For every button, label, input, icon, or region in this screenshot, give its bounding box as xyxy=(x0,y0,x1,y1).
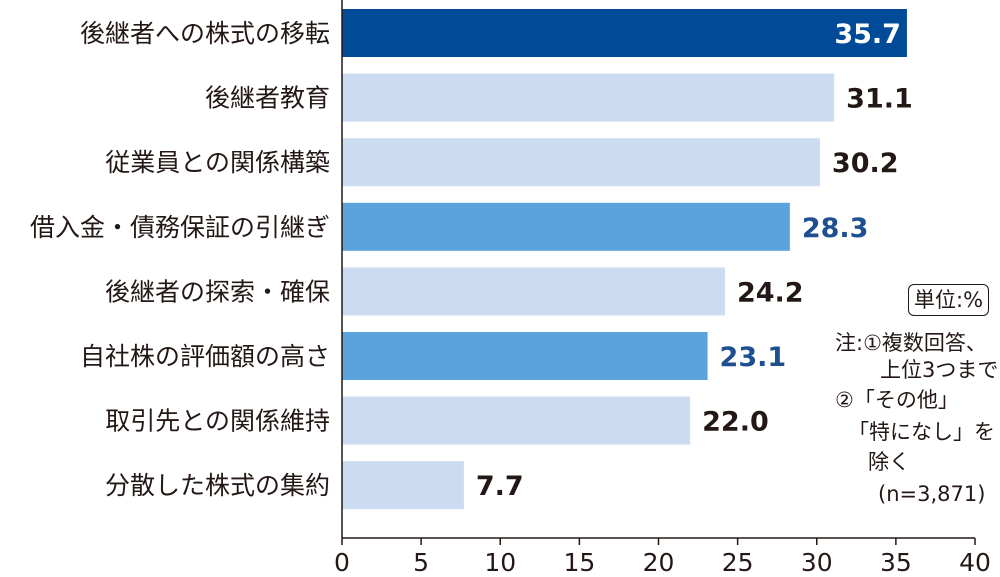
note-line-4: 「特になし」を xyxy=(848,420,995,444)
x-tick-label: 5 xyxy=(413,548,429,577)
category-label: 分散した株式の集約 xyxy=(105,471,330,500)
x-tick-label: 15 xyxy=(563,548,595,577)
category-label: 従業員との関係構築 xyxy=(105,148,330,177)
bar xyxy=(342,396,691,445)
x-tick-label: 20 xyxy=(643,548,675,577)
bar xyxy=(342,138,820,187)
category-label: 自社株の評価額の高さ xyxy=(80,342,330,371)
bar xyxy=(342,9,907,57)
category-labels: 後継者への株式の移転後継者教育従業員との関係構築借入金・債務保証の引継ぎ後継者の… xyxy=(30,19,330,500)
bars-group xyxy=(342,9,907,510)
unit-label: 単位:% xyxy=(908,284,990,316)
value-label: 24.2 xyxy=(737,277,804,308)
category-label: 後継者教育 xyxy=(205,84,330,113)
bar xyxy=(342,202,790,251)
value-label: 30.2 xyxy=(832,148,899,179)
value-labels: 35.7 31.1 30.2 28.3 24.2 23.1 22.0 7.7 xyxy=(476,19,913,502)
note-line-2: 上位3つまで xyxy=(880,358,999,382)
value-label: 7.7 xyxy=(476,471,524,502)
x-tick-label: 40 xyxy=(959,548,991,577)
bar xyxy=(342,332,708,380)
x-tick-label: 30 xyxy=(801,548,833,577)
value-label: 31.1 xyxy=(846,84,913,115)
x-axis: 0 5 10 15 20 25 30 35 40 xyxy=(334,0,991,577)
note-line-1: 注:①複数回答、 xyxy=(835,331,987,355)
x-tick-label: 35 xyxy=(880,548,912,577)
category-label: 借入金・債務保証の引継ぎ xyxy=(30,213,330,242)
note-line-5: 除く xyxy=(868,450,910,474)
x-tick-label: 0 xyxy=(334,548,350,577)
category-label: 後継者の探索・確保 xyxy=(105,277,330,306)
category-label: 取引先との関係維持 xyxy=(105,407,330,436)
note-line-6: (n=3,871) xyxy=(878,482,986,506)
category-label: 後継者への株式の移転 xyxy=(80,19,330,48)
value-label: 23.1 xyxy=(720,342,787,373)
bar xyxy=(342,73,835,122)
bar xyxy=(342,461,464,510)
value-label: 28.3 xyxy=(802,213,869,244)
bar xyxy=(342,267,725,316)
note-line-3: ②「その他」 xyxy=(835,388,959,412)
x-tick-label: 25 xyxy=(722,548,754,577)
value-label: 35.7 xyxy=(834,19,901,50)
value-label: 22.0 xyxy=(702,407,769,438)
x-tick-label: 10 xyxy=(484,548,516,577)
